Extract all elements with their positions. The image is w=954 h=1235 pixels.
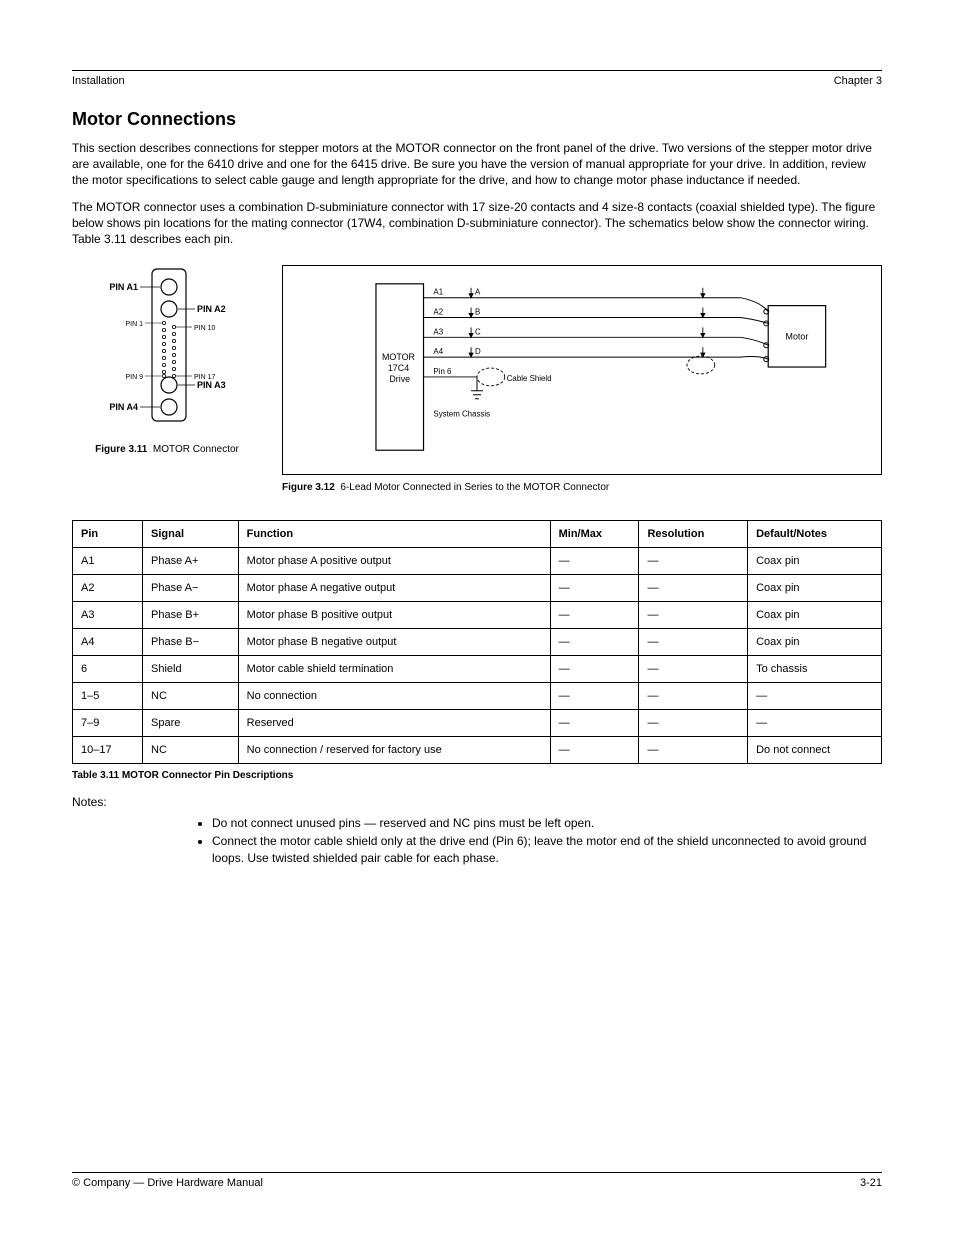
section-title: Motor Connections [72,109,882,130]
table-caption: Table 3.11 MOTOR Connector Pin Descripti… [72,770,882,781]
schem-motor-label: Motor [786,331,809,341]
pin-a2: A2 [433,308,443,317]
table-body: A1Phase A+Motor phase A positive output—… [73,548,882,764]
lbl-a2: PIN A2 [197,304,226,314]
footer-rule [72,1172,882,1173]
figure-row: PIN A1 PIN A2 PIN A3 PIN A4 PIN 1 PIN 10… [72,265,882,494]
lbl-d: D [475,347,481,356]
footer-right: 3-21 [860,1177,882,1189]
lbl-p1: PIN 1 [125,321,143,328]
schematic-svg: MOTOR 17C4 Drive Motor [283,266,881,474]
pin-a4: A4 [433,347,443,356]
para-2: The MOTOR connector uses a combination D… [72,199,882,248]
col-mm: Min/Max [550,521,639,548]
header-right: Chapter 3 [834,75,882,87]
pin-table: Pin Signal Function Min/Max Resolution D… [72,520,882,764]
footer: © Company — Drive Hardware Manual 3-21 [72,1172,882,1189]
table-row: 6ShieldMotor cable shield termination——T… [73,656,882,683]
schematic-fig-num: Figure 3.12 [282,482,335,493]
col-notes: Default/Notes [748,521,882,548]
schematic-caption: Figure 3.12 6-Lead Motor Connected in Se… [282,481,882,494]
connector-fig-txt: MOTOR Connector [153,444,239,455]
para-1: This section describes connections for s… [72,140,882,189]
pin6: Pin 6 [433,367,452,376]
notes-label: Notes: [72,795,882,809]
col-sig: Signal [143,521,239,548]
footer-row: © Company — Drive Hardware Manual 3-21 [72,1177,882,1189]
col-func: Function [238,521,550,548]
lbl-a3: PIN A3 [197,380,226,390]
lbl-a4: PIN A4 [109,402,138,412]
table-row: A1Phase A+Motor phase A positive output—… [73,548,882,575]
chassis-label: System Chassis [433,410,490,419]
pin-a3: A3 [433,327,443,336]
col-res: Resolution [639,521,748,548]
schematic-figure: MOTOR 17C4 Drive Motor [282,265,882,494]
table-row: A2Phase A−Motor phase A negative output—… [73,575,882,602]
table-row: 10–17NCNo connection / reserved for fact… [73,737,882,764]
page: Installation Chapter 3 Motor Connections… [0,0,954,1235]
col-pin: Pin [73,521,143,548]
lbl-a1: PIN A1 [109,282,138,292]
schematic-fig-txt: 6-Lead Motor Connected in Series to the … [340,482,609,493]
table-header-row: Pin Signal Function Min/Max Resolution D… [73,521,882,548]
lbl-p17: PIN 17 [194,374,216,381]
lbl-c: C [475,327,481,336]
table-head: Pin Signal Function Min/Max Resolution D… [73,521,882,548]
list-item: Do not connect unused pins — reserved an… [212,815,882,831]
connector-caption: Figure 3.11 MOTOR Connector [72,443,262,456]
lbl-p9: PIN 9 [125,374,143,381]
pin-a1: A1 [433,288,443,297]
lbl-b: B [475,308,480,317]
table-caption-text: Table 3.11 MOTOR Connector Pin Descripti… [72,770,293,781]
header-left: Installation [72,75,125,87]
schem-drive-label: MOTOR 17C4 Drive [382,352,417,384]
lbl-p10: PIN 10 [194,325,216,332]
table-row: A4Phase B−Motor phase B negative output—… [73,629,882,656]
running-header: Installation Chapter 3 [72,75,882,87]
table-row: 1–5NCNo connection——— [73,683,882,710]
table-row: A3Phase B+Motor phase B positive output—… [73,602,882,629]
notes-list: Do not connect unused pins — reserved an… [72,815,882,866]
list-item: Connect the motor cable shield only at t… [212,833,882,865]
header-rule [72,70,882,71]
table-row: 7–9SpareReserved——— [73,710,882,737]
footer-left: © Company — Drive Hardware Manual [72,1177,263,1189]
connector-fig-num: Figure 3.11 [95,444,147,455]
connector-figure: PIN A1 PIN A2 PIN A3 PIN A4 PIN 1 PIN 10… [72,265,262,456]
shield-label: Cable Shield [507,374,552,383]
schematic-box: MOTOR 17C4 Drive Motor [282,265,882,475]
lbl-a: A [475,288,481,297]
connector-svg: PIN A1 PIN A2 PIN A3 PIN A4 PIN 1 PIN 10… [90,265,245,435]
